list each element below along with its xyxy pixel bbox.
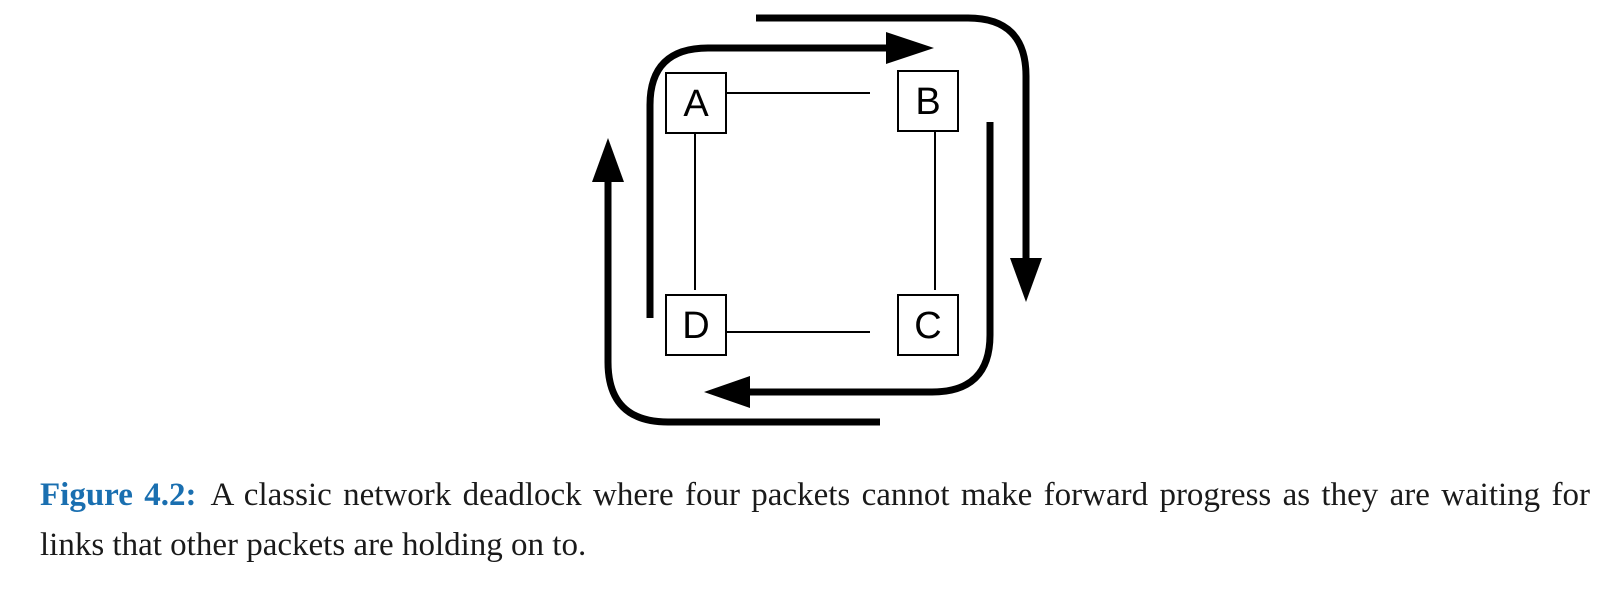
figure-caption: Figure 4.2: A classic network deadlock wh… xyxy=(40,470,1590,570)
deadlock-diagram: A B C D xyxy=(592,14,1042,426)
caption-text: A classic network deadlock where four pa… xyxy=(40,477,1590,563)
figure-label: Figure 4.2: xyxy=(40,477,197,513)
node-a-label: A xyxy=(683,83,709,125)
packet-arrow-4 xyxy=(592,138,880,426)
node-b: B xyxy=(897,70,959,132)
packet-arrow-3 xyxy=(704,122,994,408)
node-c: C xyxy=(897,294,959,356)
node-b-label: B xyxy=(915,81,940,123)
packet-arrow-1 xyxy=(646,32,934,318)
packet-arrow-2 xyxy=(756,14,1042,302)
node-d-label: D xyxy=(682,305,709,347)
node-c-label: C xyxy=(914,305,941,347)
node-a: A xyxy=(665,72,727,134)
node-d: D xyxy=(665,294,727,356)
